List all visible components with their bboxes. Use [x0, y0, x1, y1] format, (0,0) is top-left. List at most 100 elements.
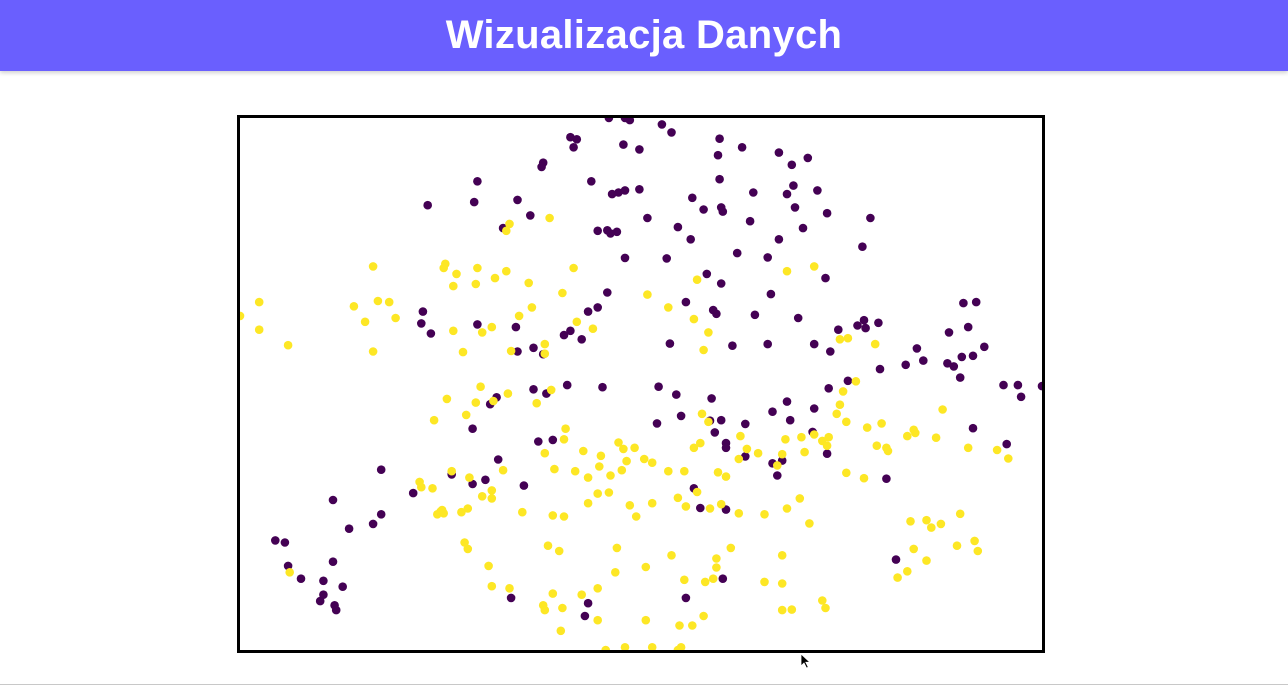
scatter-point — [583, 598, 593, 608]
scatter-point — [376, 465, 386, 475]
scatter-point — [832, 409, 841, 419]
scatter-point — [449, 281, 458, 291]
scatter-point — [428, 484, 437, 493]
scatter-point — [745, 216, 755, 226]
scatter-point — [774, 235, 784, 244]
scatter-point — [676, 411, 686, 421]
scatter-point — [681, 502, 691, 511]
scatter-point — [529, 385, 538, 394]
scatter-point — [963, 443, 973, 453]
scatter-point — [579, 446, 588, 456]
scatter-point — [331, 605, 341, 615]
scatter-point — [667, 128, 676, 137]
scatter-point — [853, 321, 862, 330]
scatter-point — [476, 382, 485, 392]
scatter-point — [858, 242, 867, 251]
scatter-point — [593, 226, 602, 236]
scatter-point — [643, 213, 652, 223]
scatter-point — [373, 296, 383, 306]
scatter-point — [737, 143, 747, 152]
scatter-point — [631, 512, 641, 521]
scatter-point — [1002, 439, 1011, 449]
scatter-point — [673, 493, 683, 503]
scatter-point — [622, 456, 631, 466]
scatter-point — [713, 150, 723, 160]
scatter-point — [681, 297, 691, 307]
scatter-point — [872, 441, 882, 451]
scatter-point — [429, 415, 439, 425]
scatter-point — [782, 504, 792, 513]
scatter-point — [513, 195, 522, 205]
scatter-point — [712, 563, 721, 572]
scatter-point — [716, 279, 726, 288]
scatter-point — [708, 574, 718, 583]
scatter-point — [763, 339, 772, 349]
scatter-point — [639, 454, 649, 464]
scatter-point — [803, 153, 813, 163]
scatter-point — [447, 466, 456, 476]
scatter-point — [595, 462, 604, 471]
scatter-point — [468, 424, 477, 434]
scatter-point — [1037, 381, 1042, 391]
scatter-point — [805, 519, 814, 528]
scatter-point — [968, 423, 978, 433]
scatter-point — [692, 275, 702, 284]
scatter-point — [768, 407, 777, 417]
scatter-point — [774, 148, 784, 157]
scatter-point — [787, 605, 797, 614]
scatter-point — [931, 433, 941, 443]
scatter-point — [550, 464, 559, 474]
scatter-point — [732, 248, 742, 258]
scatter-point — [570, 466, 580, 476]
scatter-point — [741, 419, 750, 429]
scatter-point — [328, 557, 338, 566]
scatter-point — [569, 263, 578, 273]
scatter-point — [463, 504, 473, 513]
scatter-point — [736, 431, 745, 441]
scatter-point — [540, 339, 550, 349]
scatter-point — [721, 472, 731, 481]
scatter-point — [795, 494, 805, 503]
scatter-point — [543, 541, 553, 550]
scatter-point — [785, 415, 795, 425]
scatter-point — [505, 219, 514, 229]
scatter-point — [498, 465, 508, 475]
scatter-point — [734, 454, 744, 464]
scatter-point — [506, 593, 516, 603]
scatter-point — [702, 269, 712, 279]
scatter-point — [835, 400, 845, 410]
scatter-point — [944, 328, 954, 337]
scatter-point — [548, 435, 558, 445]
scatter-point — [760, 577, 769, 587]
scatter-point — [285, 568, 294, 577]
scatter-point — [540, 349, 550, 358]
scatter-point — [721, 443, 731, 453]
scatter-point — [673, 222, 683, 232]
scatter-point — [686, 235, 695, 244]
scatter-point — [676, 643, 686, 650]
scatter-point — [773, 461, 782, 470]
scatter-point — [715, 174, 724, 184]
scatter-point — [458, 347, 468, 357]
scatter-point — [943, 359, 952, 368]
scatter-point — [999, 380, 1008, 390]
scatter-point — [569, 143, 578, 152]
scatter-point — [834, 325, 843, 334]
scatter-series-1 — [240, 213, 1013, 650]
page-header: Wizualizacja Danych — [0, 0, 1288, 71]
scatter-point — [800, 447, 809, 457]
scatter-point — [537, 162, 546, 172]
scatter-point — [556, 626, 566, 636]
scatter-point — [471, 279, 481, 289]
scatter-point — [793, 313, 803, 323]
scatter-point — [315, 596, 325, 606]
scatter-point — [635, 185, 644, 194]
scatter-point — [572, 317, 582, 327]
scatter-point — [559, 435, 569, 444]
scatter-point — [620, 186, 630, 195]
scatter-point — [893, 573, 902, 582]
scatter-point — [546, 385, 556, 395]
scatter-point — [968, 351, 978, 361]
scatter-point — [526, 211, 535, 220]
scatter-point — [699, 611, 708, 621]
